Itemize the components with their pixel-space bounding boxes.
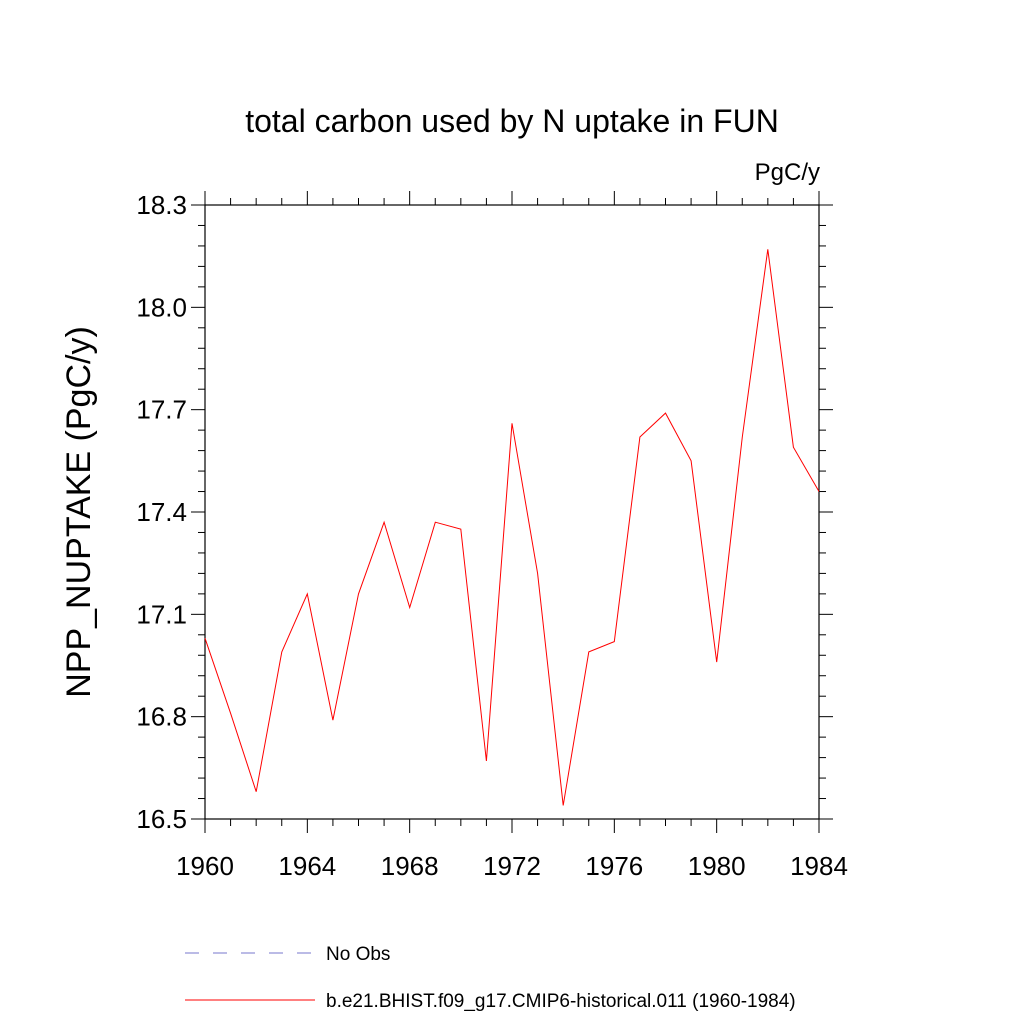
data-point [563, 805, 564, 806]
x-tick-label: 1972 [483, 851, 541, 881]
x-tick-label: 1984 [790, 851, 848, 881]
x-tick-label: 1968 [381, 851, 439, 881]
series-layer [204, 249, 820, 806]
data-point [742, 436, 743, 437]
legend-label-series: b.e21.BHIST.f09_g17.CMIP6-historical.011… [326, 991, 796, 1012]
units-label: PgC/y [755, 159, 820, 186]
data-point [716, 661, 717, 662]
legend-label-no-obs: No Obs [326, 944, 390, 965]
data-point [281, 651, 282, 652]
data-point [639, 436, 640, 437]
x-tick-label: 1960 [176, 851, 234, 881]
y-tick-label: 17.4 [136, 497, 187, 527]
data-point [230, 713, 231, 714]
data-point [204, 638, 205, 639]
data-point [511, 423, 512, 424]
y-tick-label: 17.1 [136, 599, 187, 629]
y-tick-label: 18.3 [136, 190, 187, 220]
data-point [767, 249, 768, 250]
plot-frame [204, 204, 820, 820]
data-point [460, 528, 461, 529]
data-point [256, 791, 257, 792]
data-point [665, 412, 666, 413]
data-point [409, 607, 410, 608]
x-tick-label: 1980 [688, 851, 746, 881]
y-tick-label: 18.0 [136, 292, 187, 322]
data-point [435, 522, 436, 523]
x-tick-label: 1964 [278, 851, 336, 881]
data-point [818, 491, 819, 492]
y-tick-label: 16.5 [136, 804, 187, 834]
x-tick-label: 1976 [585, 851, 643, 881]
data-point [486, 760, 487, 761]
y-axis: 16.5 16.8 17.1 17.4 17.7 18.0 18.3 [136, 190, 833, 834]
x-axis: 1960 1964 1968 1972 1976 1980 1984 [176, 191, 848, 881]
data-point [383, 522, 384, 523]
data-point [332, 719, 333, 720]
series-line [204, 249, 820, 806]
data-point [307, 593, 308, 594]
data-point [614, 641, 615, 642]
data-point [793, 447, 794, 448]
y-tick-label: 16.8 [136, 702, 187, 732]
chart-title: total carbon used by N uptake in FUN [245, 103, 779, 139]
y-tick-label: 17.7 [136, 395, 187, 425]
legend: No Obs b.e21.BHIST.f09_g17.CMIP6-histori… [185, 944, 796, 1012]
data-point [588, 651, 589, 652]
y-axis-label: NPP_NUPTAKE (PgC/y) [60, 326, 98, 698]
data-point [690, 460, 691, 461]
data-point [537, 573, 538, 574]
data-point [358, 593, 359, 594]
